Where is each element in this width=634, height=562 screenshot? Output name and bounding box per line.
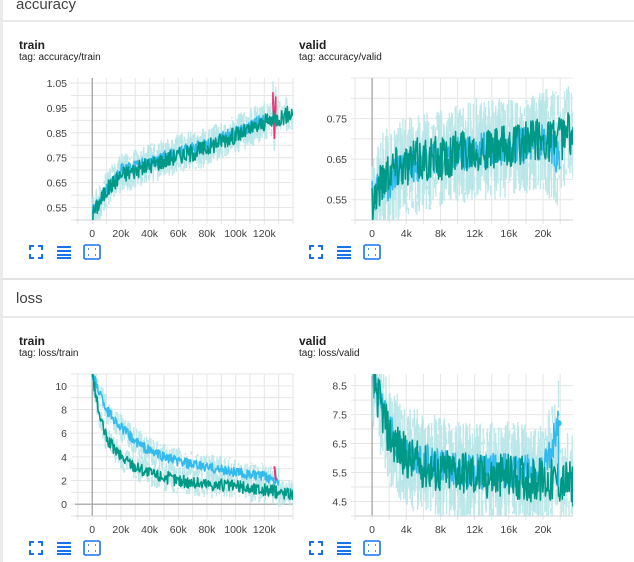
x-tick-label: 100k xyxy=(224,228,248,240)
x-tick-label: 40k xyxy=(141,524,159,536)
chart-title: valid xyxy=(299,334,327,348)
x-tick-label: 60k xyxy=(170,524,188,536)
y-tick-label: 6 xyxy=(61,428,67,440)
chart-title: train xyxy=(19,334,46,348)
chart-title: valid xyxy=(299,38,327,52)
y-tick-label: 0.65 xyxy=(327,154,348,166)
x-tick-label: 16k xyxy=(500,228,518,240)
x-tick-label: 80k xyxy=(198,228,216,240)
y-tick-label: 0.85 xyxy=(47,128,68,140)
fit-domain-icon[interactable] xyxy=(83,540,101,556)
x-tick-label: 12k xyxy=(466,228,484,240)
y-tick-label: 2 xyxy=(61,476,67,488)
x-tick-label: 20k xyxy=(535,524,553,536)
plot-area[interactable]: 4.5 5.5 6.5 7.5 8.5 0 4k 8k 12k 16k 20k xyxy=(299,334,589,536)
section-loss: train tag: loss/train 0 2 4 6 8 10 0 20k 40k 60k 8… xyxy=(0,318,634,562)
section-title: accuracy xyxy=(16,0,77,13)
y-tick-label: 6.5 xyxy=(332,439,347,451)
x-tick-label: 4k xyxy=(401,524,413,536)
chart-loss-valid: valid tag: loss/valid 4.5 5.5 6.5 7.5 8.5 0 4k… xyxy=(299,334,579,562)
section-title: loss xyxy=(16,290,43,307)
x-tick-label: 20k xyxy=(535,228,553,240)
series-line xyxy=(272,92,277,140)
y-tick-label: 0 xyxy=(61,499,67,511)
x-tick-label: 20k xyxy=(112,524,130,536)
series-line xyxy=(91,374,293,501)
x-tick-label: 16k xyxy=(500,524,518,536)
plot-area[interactable]: 0.55 0.65 0.75 0 4k 8k 12k 16k 20k xyxy=(299,38,589,240)
x-tick-label: 4k xyxy=(401,228,413,240)
chart-tag: tag: accuracy/valid xyxy=(299,52,382,63)
chart-controls xyxy=(27,540,101,556)
x-tick-label: 40k xyxy=(141,228,159,240)
fullscreen-icon[interactable] xyxy=(27,244,45,260)
chart-controls xyxy=(27,244,101,260)
y-tick-label: 4.5 xyxy=(332,497,347,509)
y-tick-label: 10 xyxy=(55,381,67,393)
x-tick-label: 120k xyxy=(253,524,277,536)
data-list-icon[interactable] xyxy=(55,540,73,556)
plot-area[interactable]: 0 2 4 6 8 10 0 20k 40k 60k 80k 100k 120k xyxy=(19,334,309,536)
point-marker[interactable] xyxy=(555,420,562,427)
y-tick-label: 0.55 xyxy=(47,203,68,215)
y-tick-label: 7.5 xyxy=(332,410,347,422)
series-layer xyxy=(91,81,293,220)
data-list-icon[interactable] xyxy=(335,540,353,556)
x-tick-label: 0 xyxy=(369,228,375,240)
fullscreen-icon[interactable] xyxy=(307,540,325,556)
x-tick-label: 0 xyxy=(89,524,95,536)
chart-title: train xyxy=(19,38,46,52)
series-line xyxy=(371,112,573,220)
chart-tag: tag: loss/train xyxy=(19,348,79,359)
section-header-accuracy[interactable]: accuracy xyxy=(0,0,634,22)
y-tick-label: 5.5 xyxy=(332,468,347,480)
series-layer xyxy=(371,374,573,516)
chart-loss-train: train tag: loss/train 0 2 4 6 8 10 0 20k 40k 60k 8… xyxy=(19,334,299,562)
data-list-icon[interactable] xyxy=(335,244,353,260)
series-line xyxy=(273,466,277,481)
chart-tag: tag: accuracy/train xyxy=(19,52,101,63)
x-tick-label: 8k xyxy=(435,228,447,240)
x-tick-label: 0 xyxy=(369,524,375,536)
x-tick-label: 100k xyxy=(224,524,248,536)
y-tick-label: 0.95 xyxy=(47,103,68,115)
fit-domain-icon[interactable] xyxy=(363,540,381,556)
y-tick-label: 4 xyxy=(61,452,67,464)
fit-domain-icon[interactable] xyxy=(363,244,381,260)
x-tick-label: 60k xyxy=(170,228,188,240)
plot-area[interactable]: 0.55 0.65 0.75 0.85 0.95 1.05 0 20k 40k 60k 80k 100… xyxy=(19,38,309,240)
data-list-icon[interactable] xyxy=(55,244,73,260)
series-line xyxy=(373,374,573,507)
y-tick-label: 8.5 xyxy=(332,381,347,393)
y-tick-label: 0.55 xyxy=(327,195,348,207)
y-tick-label: 0.75 xyxy=(47,153,68,165)
chart-accuracy-valid: valid tag: accuracy/valid 0.55 0.65 0.75 0 4… xyxy=(299,38,579,268)
y-tick-label: 0.65 xyxy=(47,178,68,190)
chart-accuracy-train: train tag: accuracy/train 0.55 0.65 0.75 0.… xyxy=(19,38,299,268)
chart-tag: tag: loss/valid xyxy=(299,348,360,359)
chart-controls xyxy=(307,244,381,260)
fit-domain-icon[interactable] xyxy=(83,244,101,260)
section-accuracy: train tag: accuracy/train 0.55 0.65 0.75 0.… xyxy=(0,22,634,280)
fullscreen-icon[interactable] xyxy=(27,540,45,556)
series-layer xyxy=(91,374,293,507)
section-header-loss[interactable]: loss xyxy=(0,280,634,318)
x-tick-label: 120k xyxy=(253,228,277,240)
series-line xyxy=(91,374,280,486)
chart-controls xyxy=(307,540,381,556)
y-tick-label: 8 xyxy=(61,405,67,417)
series-layer xyxy=(371,86,573,220)
y-tick-label: 0.75 xyxy=(327,114,348,126)
x-tick-label: 12k xyxy=(466,524,484,536)
x-tick-label: 80k xyxy=(198,524,216,536)
fullscreen-icon[interactable] xyxy=(307,244,325,260)
y-tick-label: 1.05 xyxy=(47,78,68,90)
x-tick-label: 20k xyxy=(112,228,130,240)
x-tick-label: 8k xyxy=(435,524,447,536)
series-line xyxy=(91,105,293,220)
x-tick-label: 0 xyxy=(89,228,95,240)
